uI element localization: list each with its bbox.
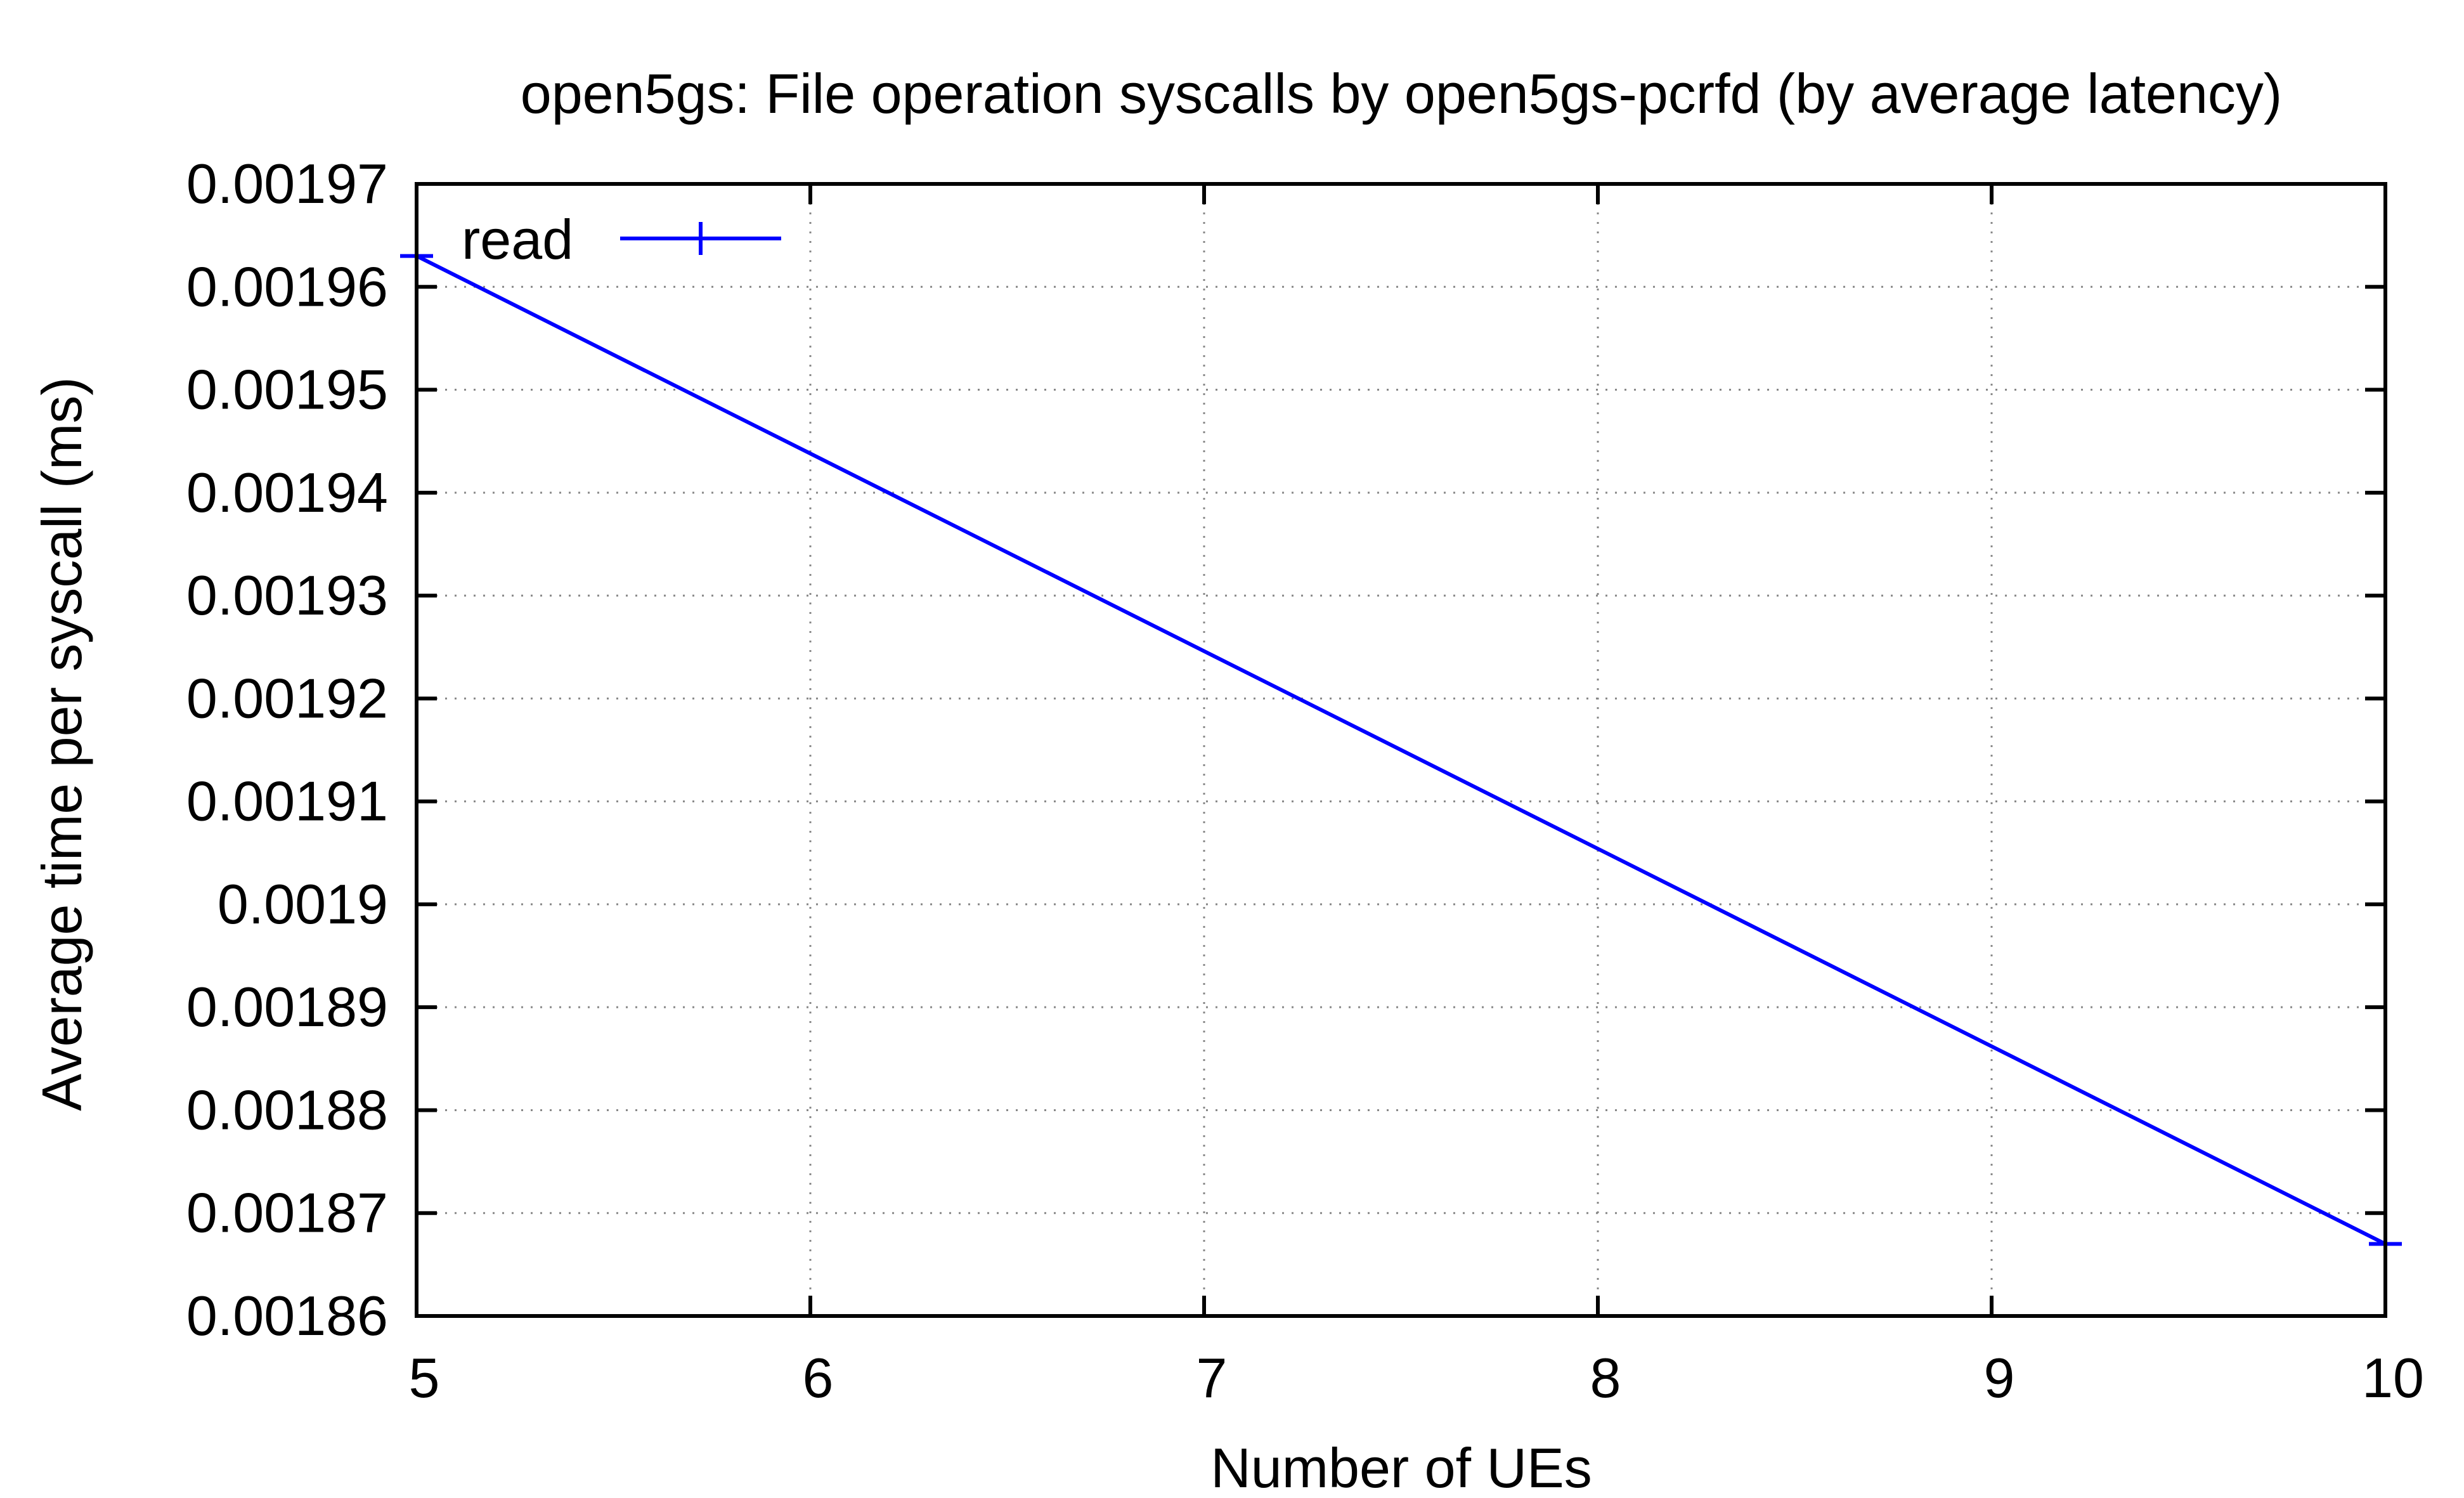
x-tick-label: 7 — [1196, 1346, 1228, 1409]
y-tick-label: 0.00194 — [186, 461, 388, 524]
y-tick-label: 0.00187 — [186, 1182, 388, 1244]
x-tick-label: 8 — [1590, 1346, 1621, 1409]
chart-title: open5gs: File operation syscalls by open… — [521, 62, 2282, 125]
x-tick-label: 5 — [409, 1346, 440, 1409]
y-axis-title: Average time per syscall (ms) — [30, 377, 93, 1110]
y-tick-label: 0.00188 — [186, 1078, 388, 1141]
y-tick-label: 0.0019 — [217, 873, 388, 935]
legend-label-read: read — [462, 208, 573, 271]
x-tick-label: 6 — [803, 1346, 834, 1409]
ticks-layer: 0.00186 0.00187 0.00188 0.00189 0.0019 0.0019… — [186, 152, 2424, 1409]
series-layer — [400, 254, 2402, 1246]
y-tick-label: 0.00192 — [186, 667, 388, 729]
y-tick-label: 0.00191 — [186, 770, 388, 833]
series-line-read — [415, 254, 2387, 1246]
y-tick-label: 0.00196 — [186, 255, 388, 318]
y-tick-label: 0.00197 — [186, 152, 388, 215]
y-tick-label: 0.00195 — [186, 358, 388, 421]
y-tick-label: 0.00186 — [186, 1284, 388, 1347]
y-tick-label: 0.00193 — [186, 564, 388, 627]
x-tick-label: 10 — [2362, 1346, 2424, 1409]
x-axis-title: Number of UEs — [1210, 1436, 1592, 1498]
legend: read — [462, 208, 781, 271]
x-tick-label: 9 — [1984, 1346, 2015, 1409]
y-tick-label: 0.00189 — [186, 975, 388, 1038]
grid-layer — [417, 184, 2385, 1316]
plot-frame — [415, 182, 2387, 1318]
